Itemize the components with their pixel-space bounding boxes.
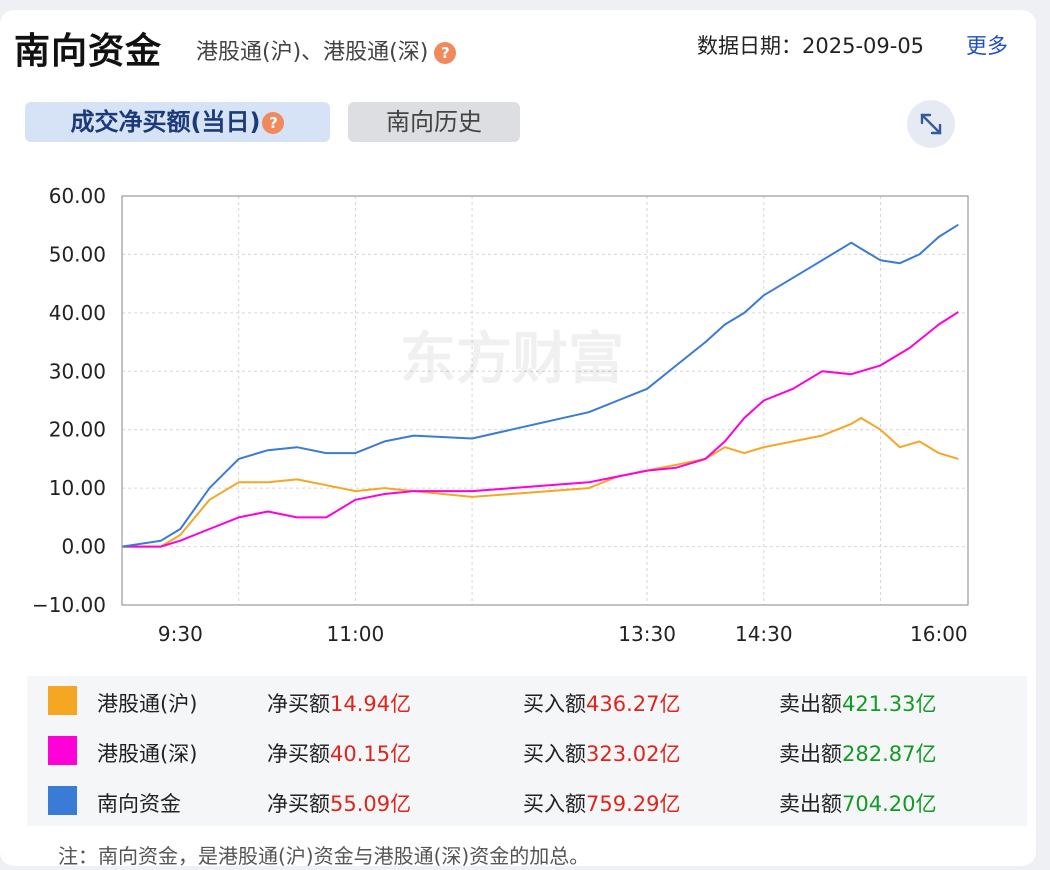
legend-row-southbound: 南向资金 净买额55.09亿 买入额759.29亿 卖出额704.20亿	[27, 776, 1027, 826]
legend-name: 港股通(沪)	[97, 692, 198, 716]
y-tick-label: 10.00	[49, 476, 106, 500]
y-tick-label: 60.00	[49, 184, 106, 208]
y-tick-label: 0.00	[61, 535, 106, 559]
buy-label: 买入额	[523, 692, 586, 716]
chart-grid	[122, 196, 968, 605]
chart-area: 东方财富 60.00 50.00 40.00 30.00 20.00 10.00 0.00 −…	[32, 184, 969, 646]
x-tick-label: 9:30	[158, 622, 203, 646]
series-line	[121, 223, 959, 548]
buy-value: 323.02亿	[586, 742, 681, 766]
legend-swatch	[48, 686, 77, 715]
tab-net-buy-today[interactable]: 成交净买额(当日)?	[25, 102, 330, 142]
data-date: 数据日期：2025-09-05	[697, 34, 925, 58]
buy-value: 436.27亿	[586, 692, 681, 716]
chart-series	[121, 223, 959, 548]
sell-value: 282.87亿	[842, 742, 937, 766]
legend-sell: 卖出额421.33亿	[779, 688, 936, 718]
net-label: 净买额	[267, 692, 330, 716]
net-label: 净买额	[267, 742, 330, 766]
tab-southbound-history[interactable]: 南向历史	[348, 102, 520, 142]
expand-icon	[920, 113, 942, 135]
net-value: 40.15亿	[330, 742, 412, 766]
legend-net: 净买额55.09亿	[267, 788, 411, 818]
legend-sell: 卖出额704.20亿	[779, 788, 936, 818]
sell-label: 卖出额	[779, 792, 842, 816]
y-tick-label: 40.00	[49, 301, 106, 325]
x-tick-label: 14:30	[735, 622, 793, 646]
legend-swatch	[48, 736, 77, 765]
page-subtitle: 港股通(沪)、港股通(深)?	[196, 34, 457, 66]
legend-name: 港股通(深)	[97, 742, 198, 766]
legend-net: 净买额40.15亿	[267, 738, 411, 768]
legend-sell: 卖出额282.87亿	[779, 738, 936, 768]
help-icon[interactable]: ?	[262, 112, 285, 134]
legend-net: 净买额14.94亿	[267, 688, 411, 718]
series-line	[122, 417, 959, 548]
net-value: 55.09亿	[330, 792, 412, 816]
legend-buy: 买入额436.27亿	[523, 688, 680, 718]
x-tick-label: 13:30	[618, 622, 676, 646]
buy-value: 759.29亿	[586, 792, 681, 816]
net-label: 净买额	[267, 792, 330, 816]
x-tick-label: 11:00	[327, 622, 385, 646]
buy-label: 买入额	[523, 742, 586, 766]
subtitle-text: 港股通(沪)、港股通(深)	[196, 40, 429, 65]
help-icon[interactable]: ?	[434, 42, 457, 64]
sell-value: 704.20亿	[842, 792, 937, 816]
legend-buy: 买入额323.02亿	[523, 738, 680, 768]
legend-row-hu: 港股通(沪) 净买额14.94亿 买入额436.27亿 卖出额421.33亿	[27, 676, 1027, 726]
x-tick-label: 16:00	[910, 622, 968, 646]
footnote: 注：南向资金，是港股通(沪)资金与港股通(深)资金的加总。	[58, 844, 590, 868]
series-line	[122, 311, 959, 548]
page-title: 南向资金	[14, 31, 163, 72]
legend-name: 南向资金	[97, 792, 181, 816]
legend-row-shen: 港股通(深) 净买额40.15亿 买入额323.02亿 卖出额282.87亿	[27, 726, 1027, 776]
legend-buy: 买入额759.29亿	[523, 788, 680, 818]
tab-label: 成交净买额(当日)	[70, 108, 261, 136]
legend-swatch	[48, 786, 77, 815]
y-tick-label: 50.00	[49, 242, 106, 266]
net-value: 14.94亿	[330, 692, 412, 716]
buy-label: 买入额	[523, 792, 586, 816]
expand-button[interactable]	[907, 100, 955, 148]
chart-axes: 60.00 50.00 40.00 30.00 20.00 10.00 0.00 −10.00…	[32, 184, 968, 646]
sell-label: 卖出额	[779, 742, 842, 766]
watermark: 东方财富	[400, 327, 624, 392]
sell-label: 卖出额	[779, 692, 842, 716]
tab-label: 南向历史	[386, 108, 482, 136]
plot-frame	[121, 195, 969, 606]
y-tick-label: 20.00	[49, 418, 106, 442]
y-tick-label: 30.00	[49, 359, 106, 383]
legend-table: 港股通(沪) 净买额14.94亿 买入额436.27亿 卖出额421.33亿 港…	[27, 676, 1027, 826]
sell-value: 421.33亿	[842, 692, 937, 716]
y-tick-label: −10.00	[32, 593, 106, 617]
more-link[interactable]: 更多	[966, 34, 1008, 58]
